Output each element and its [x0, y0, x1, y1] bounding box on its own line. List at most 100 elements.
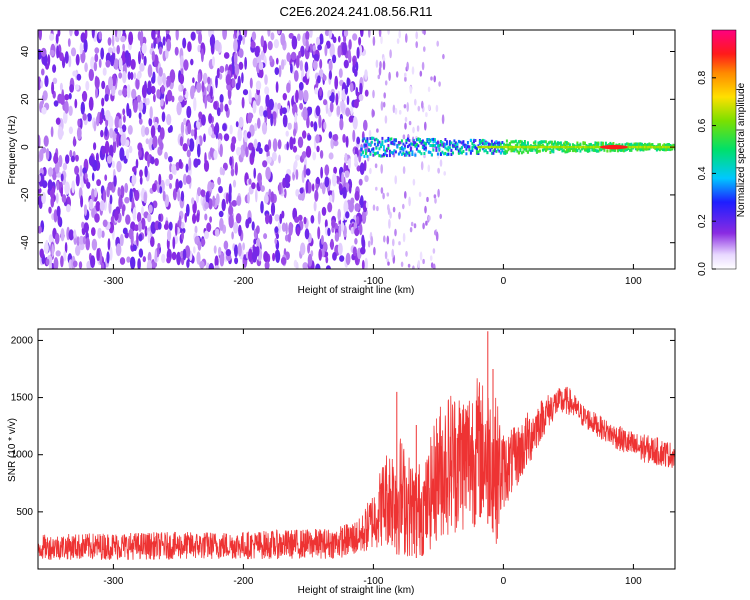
spectrogram-cell: [369, 150, 372, 154]
spectrogram-cell: [390, 137, 393, 141]
spectrogram-cell: [333, 166, 337, 175]
spectrogram-cell: [655, 148, 658, 152]
spectrogram-cell: [127, 71, 131, 80]
spectrogram-cell: [242, 35, 246, 45]
spectrogram-cell: [64, 94, 70, 101]
spectrogram-cell: [384, 251, 388, 260]
spectrogram-cell: [288, 32, 294, 39]
spectrogram-cell: [421, 146, 424, 150]
spectrogram-cell: [100, 129, 104, 138]
spectrogram-cell: [133, 244, 137, 251]
spectrogram-cell: [483, 145, 486, 149]
spectrogram-cell: [391, 151, 394, 155]
spectrogram-cell: [337, 208, 342, 221]
spectrogram-cell: [294, 160, 298, 169]
spectrogram-cell: [462, 150, 465, 153]
spectrogram-cell: [38, 225, 42, 234]
x-tick-label: 100: [625, 576, 642, 587]
spectrogram-cell: [278, 154, 281, 164]
spectrogram-cell: [270, 32, 275, 41]
spectrogram-cell: [423, 46, 426, 52]
spectrogram-cell: [147, 64, 153, 78]
spectrogram-cell: [91, 172, 95, 182]
spectrogram-cell: [517, 151, 520, 155]
spectrogram-cell: [152, 71, 156, 83]
spectrogram-cell: [428, 215, 431, 221]
spectrogram-cell: [268, 188, 272, 196]
spectrogram-cell: [414, 153, 417, 157]
spectrogram-cell: [591, 148, 594, 152]
spectrogram-cell: [131, 88, 137, 100]
spectrogram-cell: [339, 118, 344, 131]
spectrogram-cell: [643, 147, 646, 151]
spectrogram-cell: [435, 231, 439, 242]
spectrogram-cell: [118, 72, 123, 79]
spectrogram-cell: [594, 142, 597, 146]
spectrogram-cell: [324, 30, 330, 37]
spectrogram-cell: [95, 87, 98, 99]
spectrogram-cell: [426, 196, 429, 203]
spectrogram-cell: [567, 142, 570, 146]
spectrogram-cell: [219, 252, 225, 267]
spectrogram-cell: [490, 151, 493, 155]
spectrogram-cell: [429, 255, 433, 261]
spectrogram-cell: [460, 146, 463, 150]
spectrogram-cell: [204, 230, 209, 240]
spectrogram-cell: [588, 148, 591, 152]
spectrogram-cell: [324, 219, 328, 229]
spectrogram-cell: [546, 145, 549, 149]
spectrogram-cell: [633, 143, 636, 147]
spectrogram-cell: [238, 224, 242, 237]
spectrogram-cell: [213, 245, 217, 254]
snr-x-axis-label: Height of straight line (km): [298, 585, 415, 596]
spectrogram-cell: [162, 190, 166, 202]
spectrogram-cell: [561, 149, 564, 153]
spectrogram-cell: [328, 30, 333, 39]
spectrogram-cell: [190, 58, 194, 66]
spectrogram-cell: [588, 143, 591, 147]
spectrogram-cell: [253, 167, 256, 179]
spectrogram-cell: [384, 80, 388, 86]
spectrogram-cell: [274, 67, 280, 76]
spectrogram-cell: [483, 149, 486, 153]
spectrogram-cell: [376, 139, 379, 143]
spectrogram-cell: [544, 140, 547, 144]
spectrogram-cell: [283, 188, 287, 199]
spectrogram-cell: [70, 47, 77, 57]
spectrogram-cell: [359, 82, 363, 95]
spectrogram-cell: [474, 146, 477, 149]
spectrogram-cell: [233, 52, 238, 66]
spectrogram-cell: [330, 238, 334, 250]
spectrogram-cell: [345, 107, 351, 117]
spectrogram-cell: [567, 145, 570, 149]
spectrogram-cell: [376, 151, 379, 155]
spectrogram-cell: [568, 143, 571, 147]
spectrogram-cell: [436, 144, 439, 148]
spectrogram-cell: [162, 72, 167, 86]
spectrogram-cell: [85, 237, 90, 251]
colorbar-ticks: 0.00.20.40.60.8: [697, 70, 716, 276]
spectrogram-cell: [93, 120, 97, 132]
spectrogram-cell: [334, 232, 340, 242]
y-tick-label: -40: [20, 235, 31, 250]
spectrogram-cell: [541, 144, 544, 148]
spectrogram-cell: [212, 56, 215, 67]
spectrogram-cell: [502, 142, 505, 146]
spectrogram-cell: [453, 144, 456, 148]
spectrogram-cell: [176, 101, 182, 116]
spectrogram-cell: [107, 37, 112, 46]
spectrogram-cell: [486, 151, 489, 155]
spectrogram-cell: [658, 143, 661, 147]
spectrogram-cell: [550, 140, 553, 144]
spectrogram-cell: [64, 51, 69, 64]
spectrogram-cell: [185, 174, 192, 185]
spectrogram-cell: [454, 144, 457, 148]
x-tick-label: -300: [103, 276, 123, 287]
spectrogram-cell: [313, 201, 317, 212]
spectrogram-cell: [580, 145, 583, 149]
spectrogram-cell: [228, 99, 232, 106]
spectrogram-cell: [52, 77, 58, 85]
spectrogram-cell: [336, 105, 341, 116]
spectrogram-cell: [460, 141, 463, 145]
spectrogram-cell: [549, 147, 552, 151]
